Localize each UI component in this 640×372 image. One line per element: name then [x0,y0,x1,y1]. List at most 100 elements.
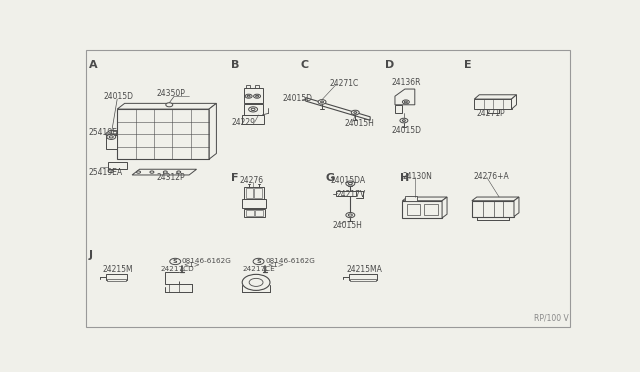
Circle shape [150,171,154,173]
Text: A: A [89,60,97,70]
Text: 24271C: 24271C [330,79,359,88]
Polygon shape [474,95,516,99]
Circle shape [255,95,259,97]
Circle shape [253,94,260,98]
Circle shape [321,101,324,103]
Bar [408,203,420,215]
Text: 24217CD: 24217CD [161,266,194,273]
Polygon shape [117,103,216,109]
Circle shape [348,182,352,185]
Circle shape [346,181,355,186]
Circle shape [245,94,252,98]
Text: C: C [301,60,309,70]
Circle shape [109,136,113,138]
Bar [106,274,127,280]
Text: 24136R: 24136R [392,78,421,87]
Bar [403,201,442,218]
Text: G: G [326,173,335,183]
Text: 24015D: 24015D [104,92,134,101]
Text: 24271P: 24271P [477,109,506,118]
Bar [350,279,376,281]
Text: 08146-6162G: 08146-6162G [182,258,232,264]
Circle shape [166,103,173,107]
Text: 24215MA: 24215MA [347,265,383,274]
Bar [107,279,125,281]
Bar [117,109,209,159]
Text: S: S [256,259,261,264]
Text: 24015DA: 24015DA [330,176,365,185]
Text: <1>: <1> [184,262,200,267]
Circle shape [249,278,263,286]
Text: RP/100 V: RP/100 V [534,314,568,323]
Bar [244,104,262,115]
Text: 24015D: 24015D [282,94,312,103]
Circle shape [318,100,326,104]
Polygon shape [132,169,196,175]
Bar [405,196,417,201]
Text: 24015D: 24015D [392,126,422,135]
Polygon shape [474,99,511,109]
Text: J: J [89,250,93,260]
Circle shape [348,214,352,216]
Polygon shape [395,89,415,105]
Bar [108,162,127,169]
Circle shape [108,170,113,173]
Text: 24217V: 24217V [337,190,366,199]
Circle shape [403,100,410,104]
Text: 24312P: 24312P [157,173,186,182]
Text: 24276: 24276 [240,176,264,185]
Circle shape [351,110,359,115]
Text: 25419E: 25419E [89,128,118,137]
Circle shape [107,134,116,140]
Polygon shape [472,197,519,201]
Polygon shape [337,191,356,196]
Text: <1>: <1> [267,262,284,267]
Polygon shape [106,131,116,135]
Polygon shape [511,95,516,109]
Text: 25419EA: 25419EA [89,168,123,177]
Circle shape [170,258,180,264]
Bar [246,210,253,216]
Circle shape [163,171,167,173]
Circle shape [248,107,257,112]
Text: 24215M: 24215M [103,265,134,274]
Text: E: E [465,60,472,70]
Text: B: B [231,60,239,70]
Bar [244,187,264,199]
Bar [242,199,266,208]
Polygon shape [514,197,519,217]
Bar [424,203,438,215]
Circle shape [247,95,250,97]
Circle shape [242,275,270,291]
Text: 24229: 24229 [231,118,255,127]
Circle shape [253,258,264,264]
Polygon shape [306,97,370,120]
Bar [242,115,264,124]
Bar [349,274,376,280]
Polygon shape [255,85,259,89]
Polygon shape [403,197,447,201]
Text: 24276+A: 24276+A [474,171,509,181]
Bar [254,189,262,198]
Polygon shape [209,103,216,159]
Text: 24217CE: 24217CE [243,266,275,273]
Circle shape [404,101,408,103]
Circle shape [346,212,355,218]
Text: H: H [400,173,409,183]
Text: 08146-6162G: 08146-6162G [265,258,315,264]
Circle shape [251,108,255,110]
Text: 24130N: 24130N [403,171,432,181]
Bar [244,89,262,103]
Text: 24350P: 24350P [157,89,186,99]
Circle shape [400,118,408,123]
Polygon shape [395,105,403,113]
Text: F: F [231,173,239,183]
Bar [246,189,253,198]
Bar [255,210,262,216]
Circle shape [403,120,405,121]
Circle shape [177,171,180,173]
Bar [244,209,264,217]
Circle shape [136,171,141,173]
Text: 24015H: 24015H [333,221,363,230]
Bar [472,201,514,217]
